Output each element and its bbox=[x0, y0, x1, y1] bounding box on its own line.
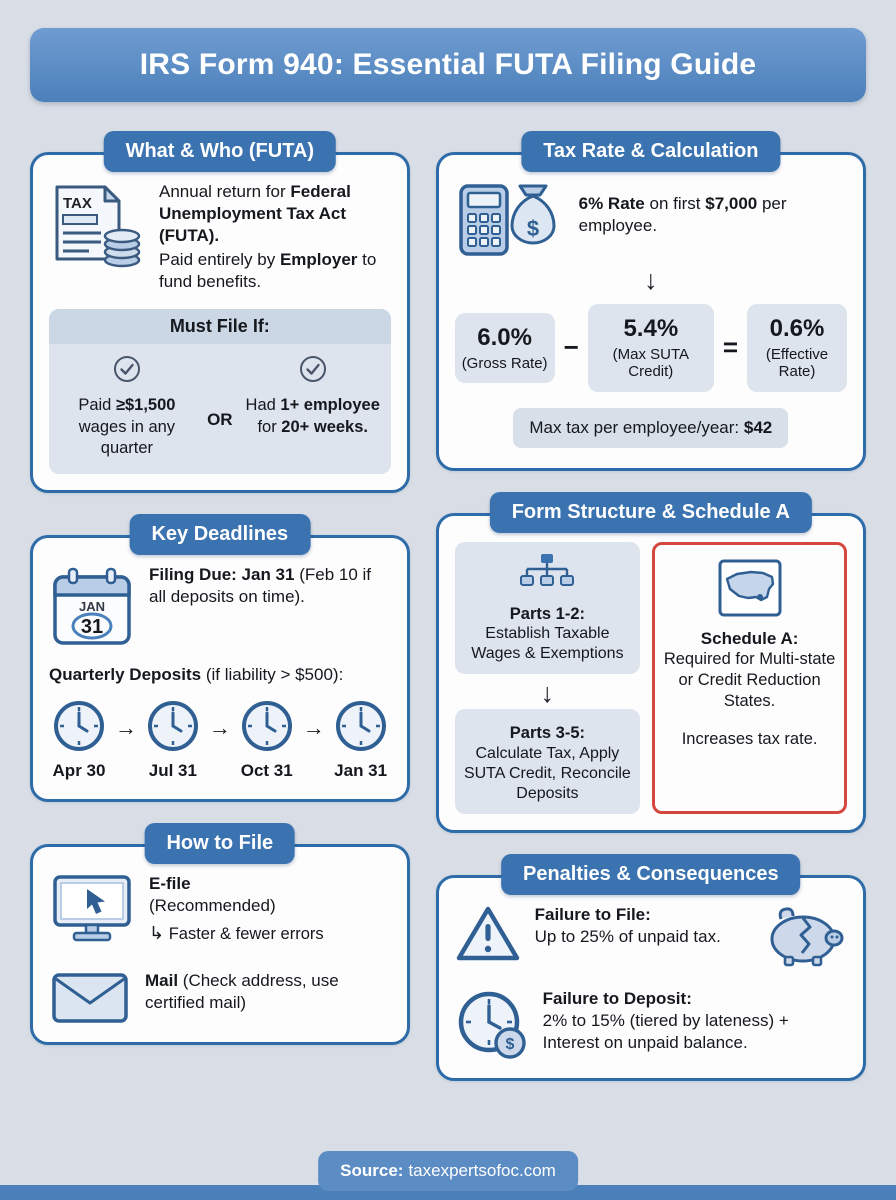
card-how-to-file: How to File E-file (Recommended) ↳ bbox=[30, 822, 410, 1045]
rate-calculation: 6.0% (Gross Rate) − 5.4% (Max SUTA Credi… bbox=[454, 304, 847, 392]
clock-icon bbox=[145, 698, 201, 754]
mail-text: Mail (Check address, use certified mail) bbox=[145, 970, 339, 1012]
deposit-timeline: Apr 30 → Jul 31 bbox=[49, 698, 391, 783]
max-tax-value: $42 bbox=[743, 417, 773, 437]
deadline-date: Oct 31 bbox=[240, 760, 293, 780]
deadline-q1: Apr 30 bbox=[51, 698, 107, 781]
effective-rate-box: 0.6% (Effective Rate) bbox=[747, 304, 847, 392]
failure-to-file-text: Failure to File: Up to 25% of unpaid tax. bbox=[534, 904, 721, 946]
deadline-date: Jan 31 bbox=[334, 760, 388, 780]
clock-icon bbox=[239, 698, 295, 754]
rate-intro-text: 6% Rate on first $7,000 per employee. bbox=[578, 194, 787, 236]
broken-piggy-bank-icon bbox=[763, 904, 847, 968]
deadline-q2: Jul 31 bbox=[145, 698, 201, 781]
right-arrow: → bbox=[114, 714, 137, 740]
calendar-day: 31 bbox=[81, 616, 103, 638]
org-chart-icon bbox=[516, 553, 578, 598]
calendar-month: JAN bbox=[79, 599, 105, 614]
footer-strip bbox=[0, 1185, 896, 1200]
check-circle-icon bbox=[112, 356, 142, 388]
card-columns: What & Who (FUTA) TAX bbox=[30, 110, 866, 1081]
schedule-a-box: Schedule A: Required for Multi-state or … bbox=[652, 541, 847, 814]
calculator-money-icon: $ bbox=[455, 181, 565, 261]
us-map-icon bbox=[715, 557, 785, 619]
deadline-q3: Oct 31 bbox=[239, 698, 295, 781]
tax-document-icon: TAX bbox=[49, 181, 145, 269]
source-label: Source: bbox=[340, 1161, 404, 1180]
card-penalties: Penalties & Consequences Failure to File… bbox=[435, 853, 866, 1081]
card-tax-rate: Tax Rate & Calculation bbox=[435, 131, 866, 471]
page-title-banner: IRS Form 940: Essential FUTA Filing Guid… bbox=[30, 28, 866, 102]
effective-rate-value: 0.6% bbox=[769, 315, 825, 342]
parts-1-2-box: Parts 1-2: Establish Taxable Wages & Exe… bbox=[454, 541, 641, 675]
deadline-date: Apr 30 bbox=[52, 760, 106, 780]
card-tax-rate-title: Tax Rate & Calculation bbox=[521, 131, 781, 172]
efile-benefit-note: ↳ Faster & fewer errors bbox=[149, 923, 324, 944]
svg-text:$: $ bbox=[505, 1036, 514, 1053]
card-key-deadlines-title: Key Deadlines bbox=[129, 513, 311, 555]
futa-description: Annual return for Federal Unemployment T… bbox=[159, 182, 377, 292]
calendar-icon: JAN 31 bbox=[49, 564, 135, 650]
deadline-q4: Jan 31 bbox=[333, 698, 389, 781]
page-title: IRS Form 940: Essential FUTA Filing Guid… bbox=[139, 48, 757, 81]
right-arrow: → bbox=[302, 714, 325, 740]
clock-icon bbox=[333, 698, 389, 754]
gross-rate-value: 6.0% bbox=[477, 323, 532, 351]
must-file-condition-wages: Paid ≥$1,500 wages in any quarter bbox=[57, 354, 197, 459]
filing-due-text: Filing Due: Jan 31 (Feb 10 if all deposi… bbox=[149, 564, 372, 606]
down-arrow-icon: ↓ bbox=[540, 678, 555, 709]
must-file-title: Must File If: bbox=[49, 309, 391, 345]
efile-text: E-file (Recommended) ↳ Faster & fewer err… bbox=[149, 873, 324, 946]
card-what-who-title: What & Who (FUTA) bbox=[103, 131, 337, 172]
card-penalties-title: Penalties & Consequences bbox=[500, 853, 801, 895]
schedule-a-note: Increases tax rate. bbox=[681, 729, 818, 748]
must-file-box: Must File If: Paid ≥$1,500 wages in any … bbox=[49, 309, 391, 474]
equals-operator: = bbox=[722, 332, 738, 363]
card-what-who: What & Who (FUTA) TAX bbox=[30, 131, 410, 493]
right-arrow: → bbox=[208, 714, 231, 740]
source-badge: Source: taxexpertsofoc.com bbox=[318, 1151, 578, 1191]
late-clock-dollar-icon: $ bbox=[455, 988, 529, 1062]
deadline-date: Jul 31 bbox=[148, 760, 197, 780]
quarterly-deposits-text: Quarterly Deposits (if liability > $500)… bbox=[49, 664, 344, 684]
minus-operator: − bbox=[563, 332, 579, 363]
clock-icon bbox=[51, 698, 107, 754]
right-column: Tax Rate & Calculation bbox=[435, 110, 866, 1081]
mail-envelope-icon bbox=[49, 970, 131, 1026]
card-key-deadlines: Key Deadlines JAN 31 Filing Du bbox=[30, 513, 410, 802]
branch-arrow-icon: ↳ bbox=[149, 923, 165, 944]
card-how-to-file-title: How to File bbox=[144, 822, 296, 864]
or-label: OR bbox=[207, 410, 233, 430]
source-value: taxexpertsofoc.com bbox=[408, 1161, 556, 1180]
left-column: What & Who (FUTA) TAX bbox=[30, 110, 410, 1045]
gross-rate-box: 6.0% (Gross Rate) bbox=[454, 312, 555, 383]
efile-monitor-icon bbox=[49, 873, 135, 945]
tax-label: TAX bbox=[63, 195, 92, 212]
must-file-condition-employees: Had 1+ employee for 20+ weeks. bbox=[243, 354, 383, 459]
suta-credit-box: 5.4% (Max SUTA Credit) bbox=[587, 304, 714, 392]
card-form-structure-title: Form Structure & Schedule A bbox=[489, 491, 812, 533]
max-tax-pill: Max tax per employee/year: $42 bbox=[513, 407, 789, 448]
svg-text:$: $ bbox=[527, 216, 539, 241]
parts-3-5-box: Parts 3-5: Calculate Tax, Apply SUTA Cre… bbox=[454, 709, 641, 814]
card-form-structure: Form Structure & Schedule A bbox=[435, 491, 866, 833]
failure-to-deposit-text: Failure to Deposit: 2% to 15% (tiered by … bbox=[542, 988, 789, 1052]
down-arrow-icon: ↓ bbox=[644, 265, 658, 295]
check-circle-icon bbox=[298, 356, 328, 388]
form-parts-flow: Parts 1-2: Establish Taxable Wages & Exe… bbox=[454, 541, 641, 814]
warning-triangle-icon bbox=[455, 904, 521, 964]
suta-credit-value: 5.4% bbox=[623, 315, 679, 342]
